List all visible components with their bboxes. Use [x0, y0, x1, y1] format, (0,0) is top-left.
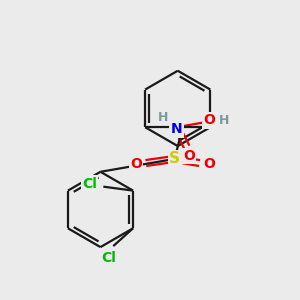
Text: Cl: Cl	[101, 251, 116, 265]
Text: H: H	[218, 114, 229, 127]
Text: O: O	[130, 157, 142, 171]
Text: H: H	[158, 111, 168, 124]
Text: O: O	[183, 149, 195, 163]
Text: Cl: Cl	[82, 177, 97, 191]
Text: N: N	[171, 122, 182, 136]
Text: O: O	[204, 113, 215, 127]
Text: O: O	[203, 157, 215, 171]
Text: S: S	[169, 152, 180, 166]
